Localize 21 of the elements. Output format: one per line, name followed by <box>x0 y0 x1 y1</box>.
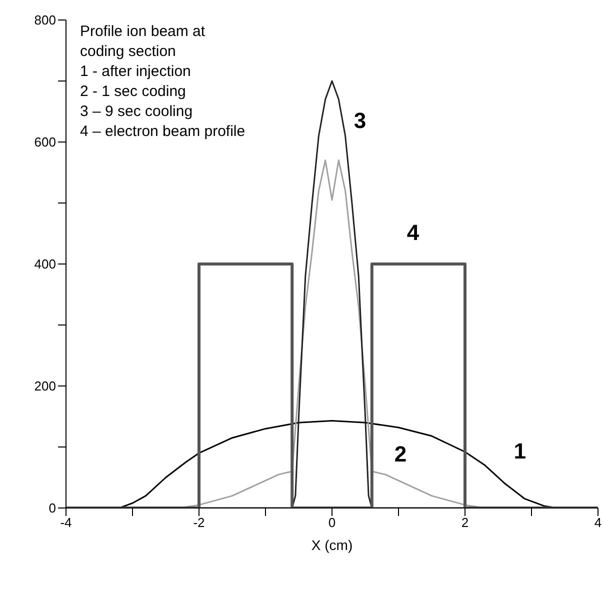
text: 3 – 9 sec cooling <box>80 103 193 120</box>
y-tick-label: 800 <box>34 12 56 28</box>
x-tick-label: 4 <box>594 515 602 530</box>
series-label: 2 <box>394 441 407 466</box>
y-tick-label: 400 <box>34 256 56 272</box>
x-tick-label: 0 <box>328 515 336 530</box>
x-axis-title: X (cm) <box>311 537 353 553</box>
text: 1 - after injection <box>80 63 191 80</box>
y-tick-label: 0 <box>48 500 56 516</box>
x-tick-label: -2 <box>193 515 205 530</box>
x-tick-label: -4 <box>60 515 72 530</box>
x-tick-label: 2 <box>461 515 469 530</box>
series-label: 1 <box>514 438 526 464</box>
text: 4 – electron beam profile <box>80 123 246 140</box>
series-label: 4 <box>406 220 420 245</box>
y-tick-label: 200 <box>34 378 56 394</box>
text: Profile ion beam at <box>80 23 206 40</box>
text: coding section <box>80 43 176 60</box>
y-tick-label: 600 <box>34 134 56 150</box>
text: 2 - 1 sec coding <box>80 83 186 100</box>
series-label: 3 <box>354 108 366 133</box>
